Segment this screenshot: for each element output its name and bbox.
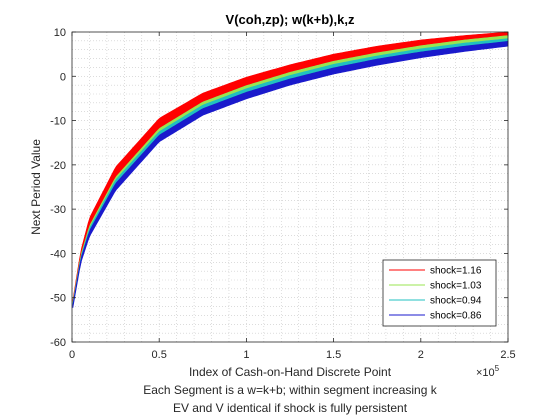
x-tick-label: 1 <box>243 349 249 361</box>
ticks: 0 0.5 1 1.5 2 2.5 10 0 -10 -20 -30 -40 -50 -60 <box>50 27 516 361</box>
y-tick-label: -20 <box>50 160 66 172</box>
y-tick-label: -50 <box>50 293 66 305</box>
plot-box <box>71 31 509 343</box>
x-axis-exponent: ×105 <box>476 364 500 379</box>
y-tick-label: 10 <box>54 27 66 39</box>
legend-label-3: shock=0.86 <box>430 311 482 322</box>
y-tick-label: -40 <box>50 248 66 260</box>
x-tick-label: 0.5 <box>152 349 167 361</box>
chart-title: V(coh,zp); w(k+b),k,z <box>226 12 355 27</box>
y-tick-label: -10 <box>50 116 66 128</box>
y-tick-label: 0 <box>60 71 66 83</box>
legend: shock=1.16 shock=1.03 shock=0.94 shock=0.86 <box>382 259 497 327</box>
x-axis-label-line-3: EV and V identical if shock is fully per… <box>173 401 408 415</box>
x-tick-label: 1.5 <box>326 349 341 361</box>
x-tick-label: 0 <box>69 349 75 361</box>
x-exponent-base: ×10 <box>476 367 495 379</box>
legend-label-1: shock=1.03 <box>430 281 482 292</box>
legend-label-0: shock=1.16 <box>430 266 482 277</box>
y-tick-label: -60 <box>50 337 66 349</box>
legend-label-2: shock=0.94 <box>430 296 482 307</box>
y-axis-label: Next Period Value <box>29 139 43 235</box>
x-tick-label: 2.5 <box>500 349 515 361</box>
y-tick-label: -30 <box>50 204 66 216</box>
x-axis-label-line-2: Each Segment is a w=k+b; within segment … <box>143 383 437 397</box>
x-tick-label: 2 <box>418 349 424 361</box>
x-axis-label-line-1: Index of Cash-on-Hand Discrete Point <box>189 365 392 379</box>
x-exponent-power: 5 <box>495 364 500 373</box>
